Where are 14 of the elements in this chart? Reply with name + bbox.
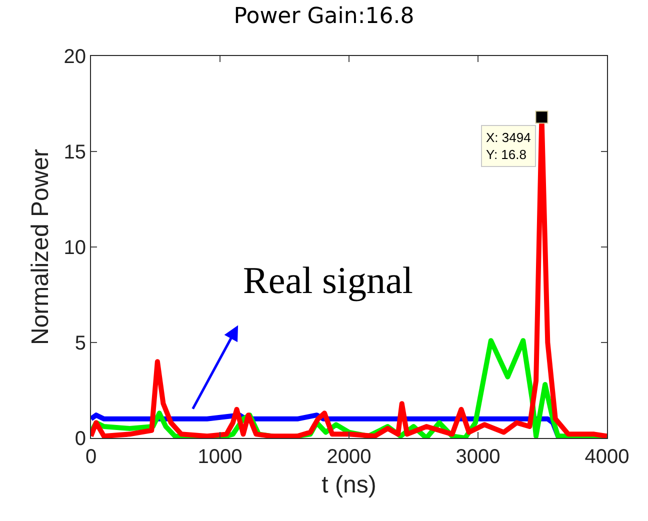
y-axis-title: Normalized Power [26, 148, 54, 346]
x-axis-title: t (ns) [322, 471, 376, 498]
y-tick-label: 5 [74, 332, 86, 354]
y-tick-label: 20 [64, 46, 86, 68]
annotation: X: 3494 Y: 16.8 [486, 130, 531, 162]
y-tick-label: 10 [64, 237, 86, 259]
x-tick-label: 1000 [198, 446, 242, 468]
y-tick-label: 0 [74, 428, 86, 450]
x-tick-label: 4000 [584, 446, 630, 468]
y-tick-label: 15 [64, 142, 86, 164]
annotation: Real signal [243, 260, 413, 302]
chart-title: Power Gain:16.8 [234, 4, 414, 30]
x-tick-label: 2000 [326, 446, 372, 468]
x-tick-label: 3000 [456, 446, 500, 468]
